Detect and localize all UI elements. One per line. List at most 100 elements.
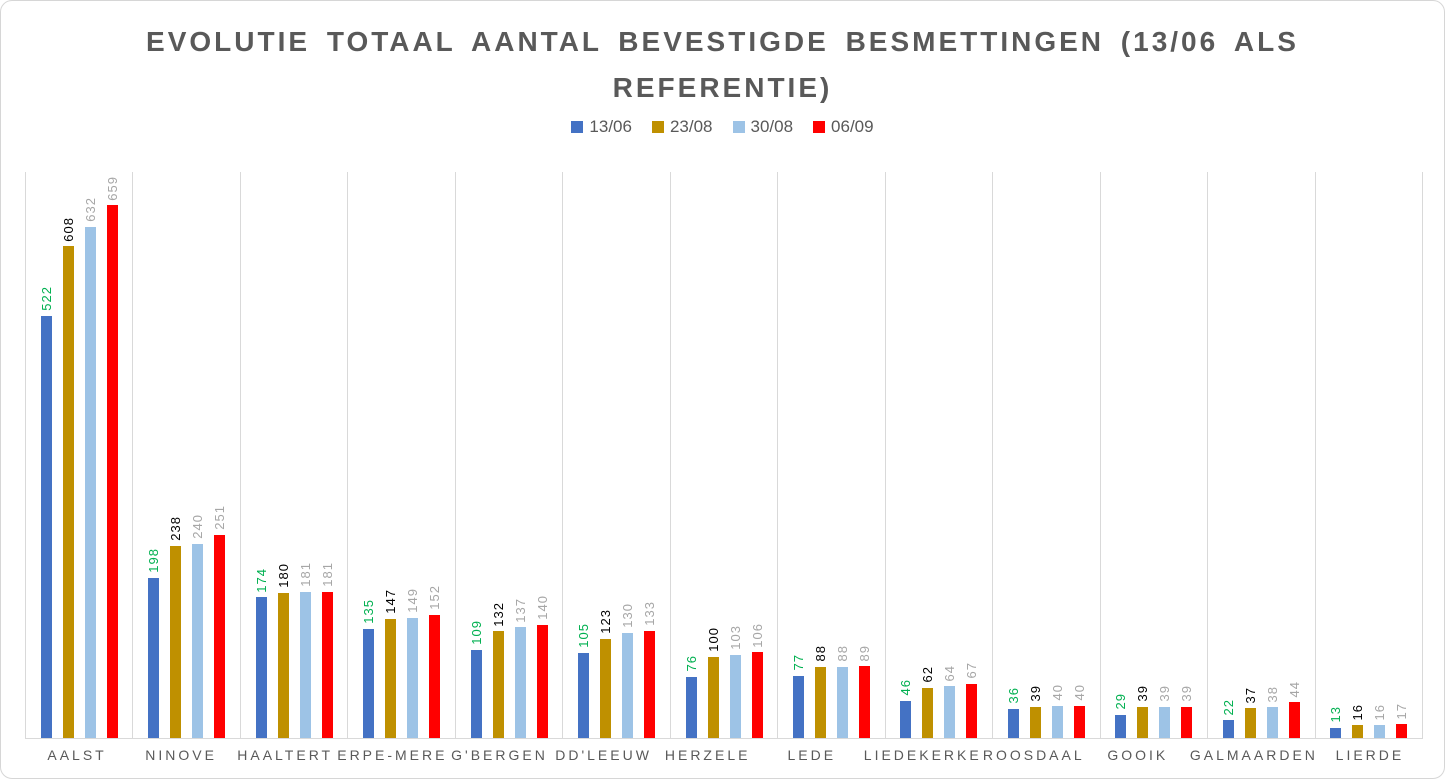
bar-wrap: 76 [684, 655, 699, 738]
bar-wrap: 632 [83, 197, 98, 738]
legend-label: 30/08 [750, 117, 794, 136]
bar-wrap: 198 [146, 548, 161, 738]
bar [1115, 714, 1127, 738]
category-label: NINOVE [145, 747, 217, 763]
bar-value-label: 37 [1242, 686, 1258, 704]
legend-label: 13/06 [589, 117, 632, 136]
bar [277, 592, 289, 738]
category-column: 29 39 39 39 [1099, 172, 1207, 738]
bar-wrap: 137 [513, 598, 528, 738]
bar-value-label: 133 [642, 600, 658, 626]
bar-wrap: 16 [1350, 704, 1365, 738]
category-column: 174 180 181 181 [239, 172, 347, 738]
bar [106, 205, 118, 738]
bar-value-label: 22 [1220, 698, 1236, 716]
bar-value-label: 100 [705, 627, 721, 653]
bar [1266, 707, 1278, 738]
bar [622, 632, 634, 738]
bar-wrap: 38 [1265, 686, 1280, 738]
bar [255, 597, 267, 738]
category-column: 76 100 103 106 [669, 172, 777, 738]
category-column: 135 147 149 152 [347, 172, 454, 738]
bar-wrap: 16 [1372, 704, 1387, 738]
bar-value-label: 147 [383, 589, 399, 615]
x-axis-labels: AALST NINOVE HAALTERT ERPE-MERE G'BERGEN DD'L… [25, 747, 1422, 763]
bar [1073, 705, 1085, 738]
category-label: LIERDE [1335, 747, 1405, 763]
legend-label: 06/09 [831, 117, 874, 136]
bar-wrap: 89 [857, 645, 872, 738]
bar [214, 535, 226, 738]
bar-wrap: 149 [405, 588, 420, 738]
bar [837, 666, 849, 738]
bar-wrap: 608 [61, 217, 76, 738]
bar-value-label: 251 [212, 505, 228, 530]
bar [578, 653, 590, 738]
bar [62, 246, 74, 738]
bar-wrap: 109 [469, 620, 484, 738]
bar-value-label: 76 [683, 655, 699, 672]
category-column: 109 132 137 140 [454, 172, 562, 738]
category-label: G'BERGEN [451, 747, 548, 763]
bar-value-label: 140 [534, 595, 550, 620]
bar-value-label: 149 [405, 587, 421, 613]
bar-group: 109 132 137 140 [456, 595, 562, 738]
bar-group: 22 37 38 44 [1208, 681, 1314, 738]
bar-value-label: 240 [190, 514, 206, 539]
bar-wrap: 88 [835, 645, 850, 738]
bar-wrap: 62 [920, 666, 935, 738]
bar [793, 675, 805, 738]
bar-value-label: 39 [1157, 685, 1173, 702]
bar-value-label: 109 [468, 620, 484, 645]
bar [514, 627, 526, 738]
category-label: ROOSDAAL [982, 747, 1085, 763]
bar-wrap: 240 [190, 514, 205, 738]
bar-wrap: 103 [728, 625, 743, 738]
bar [900, 700, 912, 738]
bar [1244, 708, 1256, 738]
bar-group: 76 100 103 106 [671, 623, 777, 738]
bar-wrap: 123 [598, 609, 613, 738]
bar [363, 628, 375, 738]
category-label: AALST [47, 747, 107, 763]
bar-wrap: 13 [1328, 706, 1343, 738]
bar-group: 522 608 632 659 [26, 176, 132, 738]
bar-wrap: 180 [276, 563, 291, 738]
bar-wrap: 39 [1135, 685, 1150, 738]
bar-wrap: 17 [1394, 703, 1409, 738]
bar-value-label: 13 [1328, 706, 1344, 723]
bar-wrap: 251 [212, 505, 227, 738]
bar [148, 577, 160, 738]
category-label: LIEDEKERKE [863, 747, 982, 763]
bar [40, 315, 52, 738]
bar [815, 666, 827, 738]
bar-wrap: 39 [1179, 685, 1194, 738]
bar-wrap: 130 [620, 603, 635, 738]
bar-value-label: 130 [620, 603, 636, 628]
bar-group: 36 39 40 40 [993, 684, 1099, 738]
bar-value-label: 181 [297, 561, 313, 587]
bar [1137, 706, 1149, 738]
bar [1288, 702, 1300, 738]
legend-swatch-icon [813, 121, 826, 133]
bar-wrap: 29 [1113, 693, 1128, 738]
bar-value-label: 132 [490, 601, 506, 627]
bar-value-label: 44 [1286, 680, 1302, 698]
bar-wrap: 100 [706, 627, 721, 738]
bar [1222, 720, 1234, 738]
bar-group: 29 39 39 39 [1101, 685, 1207, 738]
bar-value-label: 106 [749, 622, 765, 648]
bar-group: 105 123 130 133 [563, 601, 669, 738]
category-label: DD'LEEUW [555, 747, 652, 763]
bar-wrap: 67 [964, 662, 979, 738]
legend-item: 06/09 [813, 117, 874, 137]
category-column: 22 37 38 44 [1207, 172, 1314, 738]
bar-value-label: 46 [898, 679, 914, 696]
bar-value-label: 29 [1113, 693, 1129, 710]
bar-value-label: 181 [319, 561, 335, 587]
bar-wrap: 181 [298, 562, 313, 738]
bar [1029, 706, 1041, 738]
legend-item: 13/06 [571, 117, 632, 137]
bar-value-label: 89 [857, 644, 873, 661]
bar [1374, 725, 1386, 738]
